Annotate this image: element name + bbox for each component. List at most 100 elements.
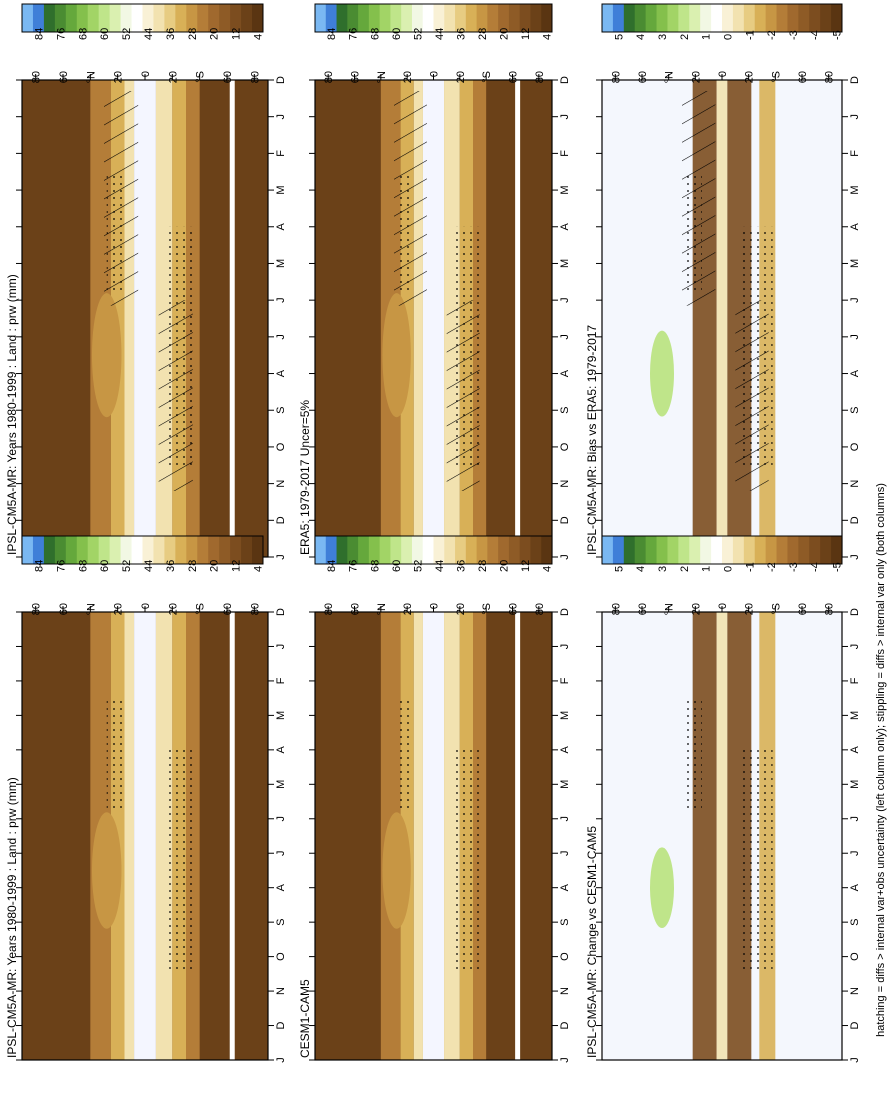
colorbar-swatch: [743, 536, 756, 564]
field-band: [422, 612, 445, 1060]
month-label: D: [559, 516, 571, 524]
field-band: [692, 612, 717, 1060]
lat-label: 60: [797, 603, 809, 615]
colorbar-swatch: [498, 536, 510, 564]
month-label: N: [559, 480, 571, 488]
month-label: J: [559, 554, 571, 560]
lat-label: °S: [481, 603, 493, 615]
colorbar-swatch: [623, 536, 636, 564]
month-label: O: [849, 442, 861, 451]
colorbar-swatch: [54, 536, 67, 564]
colorbar-swatch: [634, 536, 647, 564]
month-label: J: [559, 850, 571, 856]
month-label: J: [275, 816, 287, 822]
colorbar-label: 52: [121, 28, 133, 40]
lat-label: 20: [113, 71, 125, 83]
colorbar-swatch: [219, 536, 231, 564]
colorbar-swatch: [820, 4, 832, 32]
colorbar-swatch: [390, 536, 402, 564]
lat-label: 20: [167, 603, 179, 615]
month-label: A: [849, 222, 861, 230]
colorbar-swatch: [175, 536, 187, 564]
colorbar-swatch: [476, 536, 488, 564]
colorbar-swatch: [508, 536, 521, 564]
field-blob: [650, 847, 674, 929]
footnote: hatching = diffs > internal var+obs unce…: [875, 483, 887, 1037]
month-label: J: [849, 816, 861, 822]
colorbar-swatch: [315, 536, 327, 564]
colorbar-label: 36: [165, 560, 177, 572]
colorbar-swatch: [252, 536, 264, 564]
lat-label: °N: [664, 71, 676, 83]
month-label: J: [849, 334, 861, 340]
colorbar-label: 5: [613, 34, 625, 40]
colorbar-swatch: [602, 4, 614, 32]
lat-label: 80: [249, 603, 261, 615]
lat-label: 80: [31, 71, 43, 83]
colorbar-swatch: [623, 4, 636, 32]
lat-label: °N: [664, 603, 676, 615]
colorbar-label: 2: [679, 566, 691, 572]
lat-label: 20: [402, 71, 414, 83]
colorbar-label: 52: [121, 560, 133, 572]
colorbar-swatch: [230, 4, 242, 32]
lat-label: °N: [85, 71, 97, 83]
month-label: J: [559, 1057, 571, 1063]
colorbar-swatch: [76, 536, 89, 564]
stippling-overlay: [742, 226, 773, 466]
colorbar-swatch: [98, 4, 111, 32]
colorbar-swatch: [820, 536, 832, 564]
colorbar-swatch: [689, 536, 701, 564]
month-label: F: [559, 150, 571, 157]
colorbar-swatch: [612, 536, 625, 564]
field-band: [716, 612, 728, 1060]
month-label: A: [275, 883, 287, 891]
colorbar-label: -3: [788, 30, 800, 40]
month-label: M: [559, 780, 571, 789]
month-label: M: [849, 185, 861, 194]
month-label: F: [849, 677, 861, 684]
panel-title: CESM1-CAM5: [298, 979, 312, 1058]
field-gap: [229, 612, 235, 1060]
colorbar-swatch: [411, 4, 424, 32]
colorbar-label: 60: [391, 560, 403, 572]
lat-label: 80: [534, 603, 546, 615]
colorbar-swatch: [65, 536, 78, 564]
panel-row2-right: D J F M A M J J A S O N D J 80 60 °N 20 0 20 °S 60 80 CESM1-CAM…: [298, 535, 571, 1063]
month-label: J: [275, 1057, 287, 1063]
lat-label: 0: [140, 71, 152, 77]
colorbar-label: 4: [253, 566, 265, 572]
colorbar-swatch: [787, 536, 799, 564]
month-label: S: [849, 918, 861, 925]
lat-label: °S: [770, 603, 782, 615]
colorbar-swatch: [831, 4, 843, 32]
stippling-overlay: [396, 171, 414, 291]
lat-label: 60: [222, 71, 234, 83]
colorbar-label: -1: [744, 30, 756, 40]
colorbar-swatch: [476, 4, 488, 32]
month-label: A: [849, 369, 861, 377]
colorbar-swatch: [142, 536, 154, 564]
field-band: [124, 80, 135, 557]
colorbar-swatch: [700, 536, 712, 564]
colorbar-label: 20: [499, 28, 511, 40]
month-label: A: [559, 746, 571, 754]
colorbar-label: 36: [455, 28, 467, 40]
colorbar-swatch: [87, 4, 100, 32]
colorbar-label: 5: [613, 566, 625, 572]
lat-label: 20: [744, 71, 756, 83]
month-label: M: [849, 711, 861, 720]
colorbar-swatch: [368, 536, 381, 564]
field-gap: [515, 612, 521, 1060]
month-label: M: [275, 185, 287, 194]
colorbar-swatch: [678, 536, 690, 564]
month-label: M: [275, 780, 287, 789]
month-label: A: [559, 222, 571, 230]
colorbar-label: 2: [679, 34, 691, 40]
colorbar-swatch: [175, 4, 187, 32]
month-label: J: [559, 334, 571, 340]
month-label: A: [849, 746, 861, 754]
lat-label: 60: [797, 71, 809, 83]
lat-label: 20: [113, 603, 125, 615]
colorbar-label: 44: [434, 28, 446, 40]
